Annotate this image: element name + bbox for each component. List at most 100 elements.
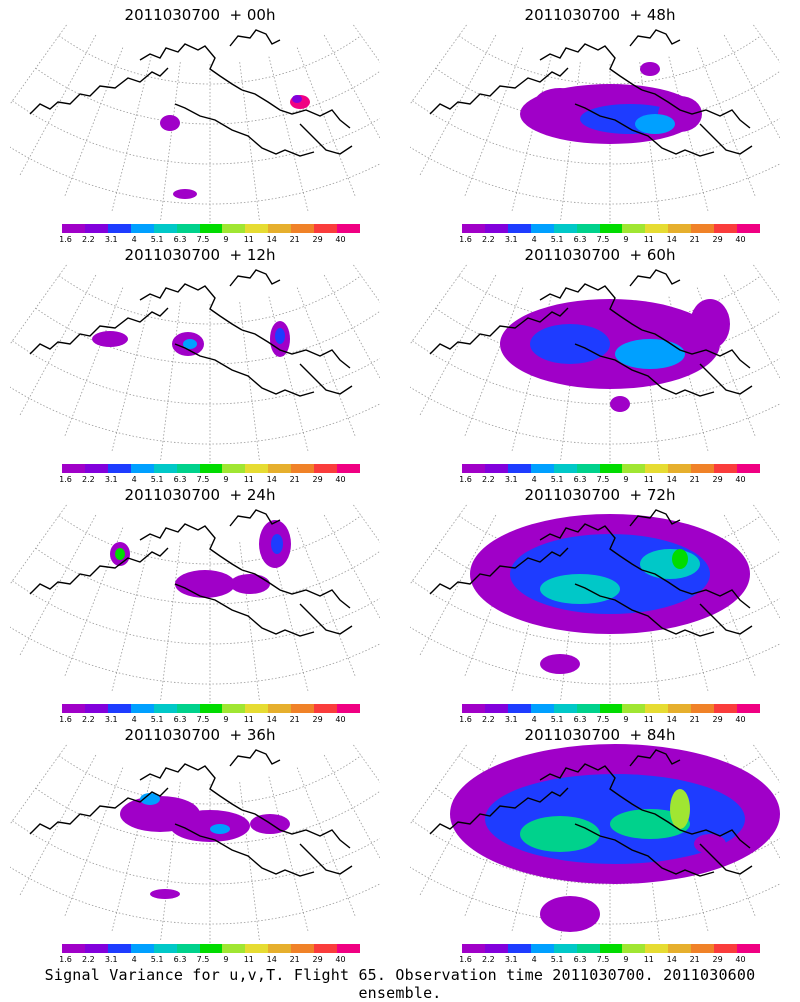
colorbar-segment	[62, 464, 85, 473]
colorbar-tick-label: 40	[335, 715, 346, 724]
coastline	[539, 283, 643, 331]
colorbar-segment	[199, 464, 223, 473]
colorbar-segment	[291, 704, 315, 713]
variance-region	[540, 574, 620, 604]
variance-region	[183, 339, 197, 349]
variance-region	[672, 549, 688, 569]
meridian-gridline	[410, 24, 468, 105]
colorbar	[462, 944, 760, 953]
colorbar-segment	[153, 944, 177, 953]
colorbar-segment	[268, 464, 292, 473]
variance-region	[175, 570, 235, 598]
colorbar-segment	[176, 704, 200, 713]
colorbar-segment	[714, 224, 738, 233]
colorbar-labels: 1.6 2.2 3.1 4 5.1 6.3 7.5 9 11 14 21 29 40	[59, 715, 360, 725]
colorbar-segment	[737, 464, 760, 473]
meridian-gridline	[160, 542, 181, 701]
meridian-gridline	[560, 62, 581, 221]
colorbar	[62, 704, 360, 713]
coastline	[641, 329, 751, 369]
colorbar-tick-label: 3.1	[104, 715, 118, 724]
meridian-gridline	[511, 296, 552, 452]
colorbar-tick-label: 29	[312, 475, 323, 484]
variance-region	[640, 549, 700, 579]
meridian-gridline	[668, 296, 709, 452]
colorbar-segment	[268, 704, 292, 713]
colorbar-segment	[314, 224, 338, 233]
colorbar-segment	[622, 224, 646, 233]
coastline	[574, 583, 715, 637]
colorbar-tick-label: 6.3	[173, 475, 187, 484]
variance-region	[670, 789, 690, 829]
colorbar-tick-label: 21	[289, 475, 300, 484]
colorbar-labels: 1.6 2.2 3.1 4 5.1 6.3 7.5 9 11 14 21 29 40	[59, 955, 360, 965]
colorbar-segment	[645, 464, 669, 473]
meridian-gridline	[19, 34, 97, 176]
colorbar	[462, 704, 760, 713]
colorbar-tick-label: 6.3	[173, 235, 187, 244]
colorbar-segment	[130, 224, 154, 233]
colorbar-tick-label: 3.1	[504, 955, 518, 964]
colorbar-segment	[714, 944, 738, 953]
colorbar-segment	[714, 704, 738, 713]
colorbar-segment	[130, 704, 154, 713]
colorbar-tick-label: 5.1	[550, 475, 564, 484]
variance-region	[694, 834, 726, 854]
meridian-gridline	[64, 527, 124, 677]
colorbar-segment	[222, 944, 246, 953]
colorbar-tick-label: 40	[735, 475, 746, 484]
meridian-gridline	[64, 47, 124, 197]
colorbar-tick-label: 2.2	[81, 475, 95, 484]
colorbar-tick-label: 21	[689, 475, 700, 484]
meridian-gridline	[639, 62, 660, 221]
latitude-gridline	[410, 146, 780, 205]
coastline	[539, 43, 643, 91]
latitude-gridline	[12, 580, 380, 645]
colorbar-segment	[507, 464, 531, 473]
colorbar-tick-label: 6.3	[173, 715, 187, 724]
coastline	[299, 603, 353, 635]
colorbar-tick-label: 6.3	[573, 475, 587, 484]
forecast-panel: 2011030700 + 36h 1.6 2.2 3.1 4 5.1 6.3 7.5 9 11 14…	[0, 720, 400, 964]
colorbar-segment	[530, 704, 554, 713]
forecast-panel: 2011030700 + 60h 1.6 2.2 3.1 4 5.1 6.3 7.5 9 11 14…	[400, 240, 800, 484]
colorbar-tick-label: 21	[289, 235, 300, 244]
colorbar-tick-label: 6.3	[173, 955, 187, 964]
colorbar-tick-label: 40	[735, 715, 746, 724]
meridian-gridline	[410, 264, 468, 345]
colorbar-labels: 1.6 2.2 3.1 4 5.1 6.3 7.5 9 11 14 21 29 40	[459, 475, 760, 485]
meridian-gridline	[10, 264, 68, 345]
colorbar-tick-label: 4	[131, 475, 137, 484]
latitude-gridline	[58, 755, 362, 805]
meridian-gridline	[639, 782, 660, 941]
coastline	[174, 823, 315, 877]
colorbar-tick-label: 2.2	[481, 475, 495, 484]
meridian-gridline	[10, 744, 68, 825]
colorbar-segment	[107, 224, 131, 233]
figure-caption: Signal Variance for u,v,T. Flight 65. Ob…	[44, 966, 756, 1002]
coastline	[641, 809, 751, 849]
meridian-gridline	[723, 34, 780, 139]
colorbar-segment	[530, 944, 554, 953]
colorbar-tick-label: 29	[312, 955, 323, 964]
colorbar-segment	[737, 944, 760, 953]
meridian-gridline	[111, 776, 152, 932]
coastline	[139, 763, 243, 811]
meridian-gridline	[111, 56, 152, 212]
meridian-gridline	[160, 782, 181, 941]
colorbar-tick-label: 21	[289, 955, 300, 964]
colorbar-segment	[199, 704, 223, 713]
colorbar-tick-label: 6.3	[573, 715, 587, 724]
colorbar-segment	[645, 944, 669, 953]
coastline	[241, 89, 351, 129]
colorbar-segment	[314, 464, 338, 473]
meridian-gridline	[696, 527, 756, 677]
colorbar-segment	[622, 944, 646, 953]
colorbar-tick-label: 4	[131, 235, 137, 244]
colorbar-tick-label: 14	[666, 475, 677, 484]
meridian-gridline	[19, 754, 97, 896]
colorbar-tick-label: 5.1	[150, 475, 164, 484]
coastline	[299, 843, 353, 875]
coastline	[429, 787, 569, 835]
coastline	[299, 363, 353, 395]
